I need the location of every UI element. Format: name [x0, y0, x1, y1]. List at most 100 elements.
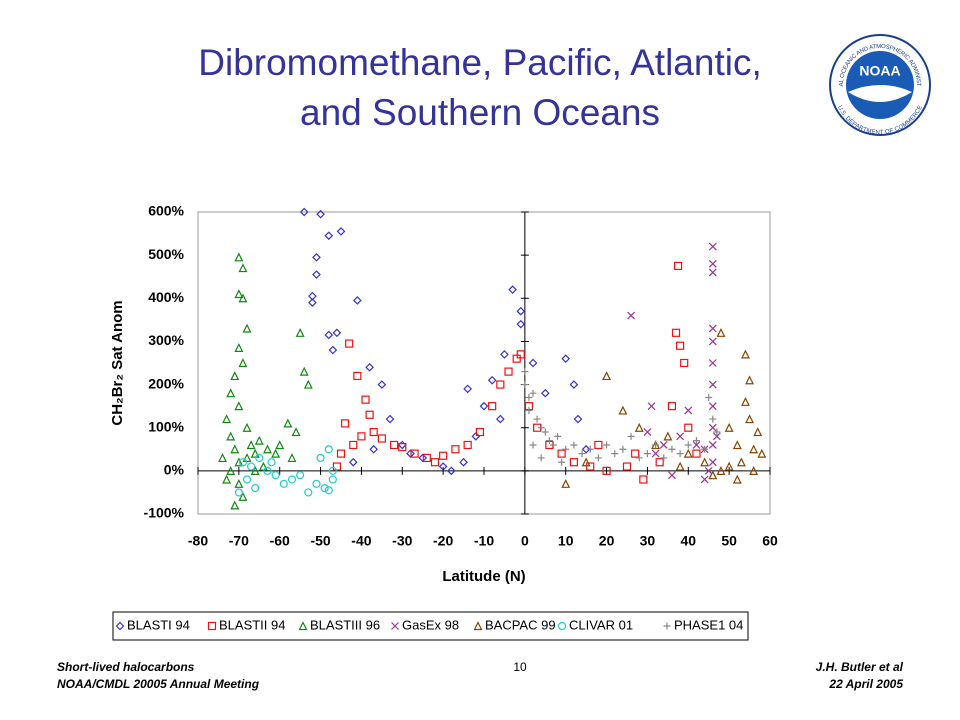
point	[663, 431, 673, 441]
point	[463, 384, 473, 394]
x-axis-title: Latitude (N)	[442, 568, 525, 585]
point	[332, 328, 342, 338]
point	[602, 466, 611, 475]
point	[708, 359, 717, 367]
point	[716, 327, 726, 337]
point	[708, 402, 717, 411]
point	[692, 441, 701, 449]
point	[463, 440, 472, 450]
point	[238, 358, 248, 368]
point	[557, 449, 566, 458]
point	[668, 471, 676, 480]
legend-label: GasEx 98	[402, 617, 459, 632]
title-line: and Southern Oceans	[300, 92, 660, 133]
y-tick-label: -100%	[144, 505, 185, 521]
point	[234, 478, 244, 488]
point	[336, 449, 346, 458]
point	[238, 458, 248, 467]
point	[430, 458, 440, 467]
x-tick-label: 40	[680, 533, 696, 549]
point	[753, 427, 763, 437]
point	[700, 457, 710, 467]
point	[683, 448, 693, 458]
point	[570, 441, 578, 449]
point	[250, 448, 260, 458]
point	[242, 475, 252, 484]
point	[529, 441, 537, 449]
point	[296, 471, 305, 480]
y-tick-label: 300%	[148, 332, 184, 348]
point	[545, 437, 553, 445]
point	[238, 263, 248, 273]
series	[627, 242, 721, 484]
point	[365, 410, 374, 419]
point	[488, 402, 497, 411]
point	[262, 444, 272, 454]
y-tick-label: 400%	[148, 289, 184, 305]
point	[713, 428, 721, 436]
legend-marker	[391, 622, 399, 630]
footer-right: J.H. Butler et al	[816, 660, 904, 674]
point	[708, 423, 717, 432]
series	[521, 368, 721, 466]
point	[757, 448, 767, 458]
point	[422, 453, 431, 463]
point	[635, 454, 643, 462]
point	[708, 259, 717, 268]
point	[328, 466, 337, 475]
point	[676, 450, 684, 458]
x-tick-label: -40	[351, 533, 371, 549]
point	[716, 466, 726, 475]
point	[271, 448, 281, 458]
x-tick-label: -20	[433, 533, 453, 549]
point	[684, 441, 692, 449]
point	[569, 380, 579, 389]
point	[365, 362, 374, 372]
point	[234, 289, 244, 299]
point	[353, 371, 362, 381]
point	[336, 227, 346, 236]
point	[316, 209, 325, 219]
point	[250, 466, 260, 475]
point	[525, 394, 533, 402]
point	[377, 380, 387, 389]
point	[668, 445, 676, 453]
point	[242, 323, 252, 333]
series	[234, 445, 337, 497]
series	[332, 261, 701, 484]
point	[708, 380, 717, 389]
legend-marker	[115, 621, 125, 631]
footer-left: Short-lived halocarbons	[57, 660, 195, 674]
point	[594, 454, 602, 462]
point	[673, 261, 683, 271]
point	[749, 444, 759, 454]
point	[549, 441, 557, 449]
point	[246, 440, 256, 450]
legend-marker	[298, 621, 308, 631]
point	[328, 475, 337, 484]
y-tick-label: 500%	[148, 246, 184, 262]
point	[581, 444, 591, 454]
x-tick-label: 0	[521, 533, 529, 549]
point	[496, 380, 505, 389]
point	[451, 445, 460, 454]
point	[619, 445, 627, 453]
point	[255, 453, 264, 463]
point	[495, 414, 505, 424]
legend-marker	[473, 621, 483, 631]
point	[410, 449, 419, 458]
point	[631, 449, 640, 458]
legend-label: PHASE1 04	[674, 617, 743, 632]
point	[357, 432, 366, 441]
point	[316, 453, 325, 463]
point	[741, 396, 750, 406]
point	[708, 324, 717, 333]
point	[283, 418, 293, 428]
y-tick-label: 0%	[164, 462, 185, 478]
point	[479, 401, 489, 411]
legend-marker	[557, 621, 567, 631]
point	[708, 268, 717, 277]
point	[561, 478, 571, 488]
point	[385, 414, 395, 424]
point	[352, 296, 362, 305]
